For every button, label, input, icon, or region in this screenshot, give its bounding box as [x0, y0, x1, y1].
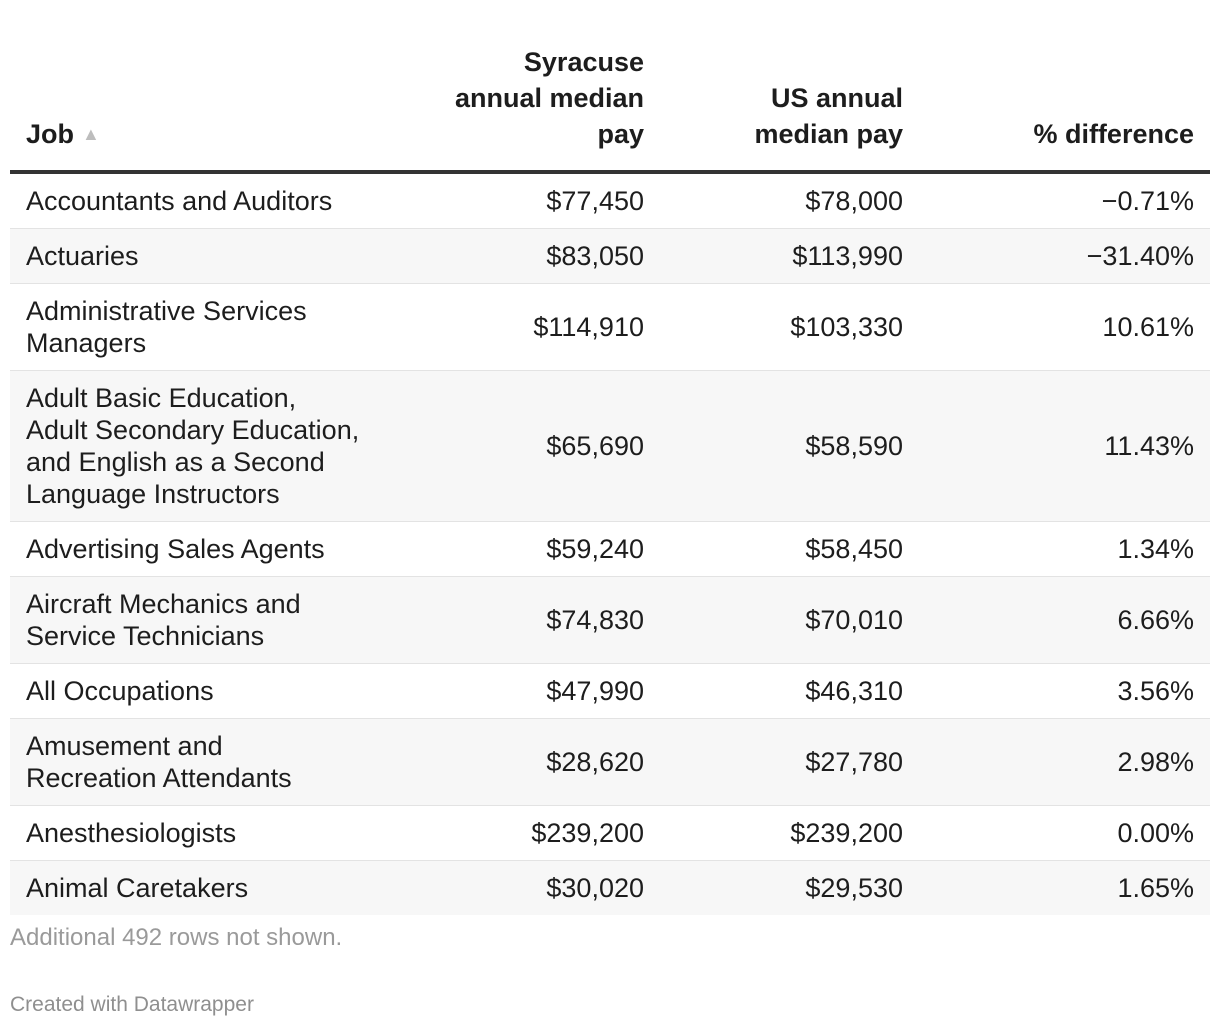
cell-syracuse-pay: $59,240 — [420, 521, 660, 577]
cell-percent-difference: 6.66% — [919, 576, 1210, 664]
cell-us-pay: $113,990 — [660, 228, 919, 284]
table-row: Administrative Services Managers $114,910 $… — [10, 283, 1210, 371]
table-row: Adult Basic Education, Adult Secondary Ed… — [10, 370, 1210, 522]
cell-syracuse-pay: $114,910 — [420, 283, 660, 371]
table-row: Actuaries $83,050 $113,990 −31.40% — [10, 228, 1210, 284]
cell-percent-difference: 11.43% — [919, 370, 1210, 522]
cell-percent-difference: 0.00% — [919, 805, 1210, 861]
column-header-us-pay[interactable]: US annual median pay — [660, 0, 919, 174]
cell-us-pay: $29,530 — [660, 860, 919, 915]
cell-job: Accountants and Auditors — [10, 172, 420, 229]
table-row: Accountants and Auditors $77,450 $78,000 −0… — [10, 172, 1210, 229]
cell-syracuse-pay: $74,830 — [420, 576, 660, 664]
cell-percent-difference: 2.98% — [919, 718, 1210, 806]
cell-syracuse-pay: $30,020 — [420, 860, 660, 915]
cell-job: Adult Basic Education, Adult Secondary Ed… — [10, 370, 420, 522]
table-body: Accountants and Auditors $77,450 $78,000 −0… — [10, 172, 1210, 915]
column-header-job-label: Job — [26, 119, 75, 149]
table-row: All Occupations $47,990 $46,310 3.56% — [10, 663, 1210, 719]
header-row: Job ▲ Syracuse annual median pay US annual m… — [10, 0, 1210, 174]
cell-percent-difference: 1.65% — [919, 860, 1210, 915]
cell-percent-difference: −31.40% — [919, 228, 1210, 284]
rows-not-shown-note: Additional 492 rows not shown. — [10, 924, 343, 951]
cell-us-pay: $27,780 — [660, 718, 919, 806]
table-row: Advertising Sales Agents $59,240 $58,450 1.… — [10, 521, 1210, 577]
datawrapper-credit: Created with Datawrapper — [10, 993, 254, 1016]
data-table-container: Job ▲ Syracuse annual median pay US annual m… — [10, 0, 1210, 915]
cell-us-pay: $78,000 — [660, 172, 919, 229]
cell-job: Advertising Sales Agents — [10, 521, 420, 577]
column-header-percent-difference[interactable]: % difference — [919, 0, 1210, 174]
table-row: Anesthesiologists $239,200 $239,200 0.00% — [10, 805, 1210, 861]
sort-ascending-icon[interactable]: ▲ — [82, 124, 100, 144]
cell-percent-difference: 1.34% — [919, 521, 1210, 577]
cell-job: Administrative Services Managers — [10, 283, 420, 371]
cell-job: Animal Caretakers — [10, 860, 420, 915]
cell-syracuse-pay: $83,050 — [420, 228, 660, 284]
cell-syracuse-pay: $65,690 — [420, 370, 660, 522]
table-row: Amusement and Recreation Attendants $28,62… — [10, 718, 1210, 806]
column-header-job[interactable]: Job ▲ — [10, 0, 420, 174]
cell-percent-difference: 10.61% — [919, 283, 1210, 371]
table-row: Animal Caretakers $30,020 $29,530 1.65% — [10, 860, 1210, 915]
cell-syracuse-pay: $77,450 — [420, 172, 660, 229]
cell-us-pay: $58,450 — [660, 521, 919, 577]
cell-us-pay: $103,330 — [660, 283, 919, 371]
cell-syracuse-pay: $47,990 — [420, 663, 660, 719]
cell-percent-difference: −0.71% — [919, 172, 1210, 229]
cell-job: Aircraft Mechanics and Service Technician… — [10, 576, 420, 664]
cell-job: Amusement and Recreation Attendants — [10, 718, 420, 806]
cell-percent-difference: 3.56% — [919, 663, 1210, 719]
column-header-syracuse-pay[interactable]: Syracuse annual median pay — [420, 0, 660, 174]
pay-comparison-table: Job ▲ Syracuse annual median pay US annual m… — [10, 0, 1210, 915]
table-row: Aircraft Mechanics and Service Technician… — [10, 576, 1210, 664]
table-header: Job ▲ Syracuse annual median pay US annual m… — [10, 0, 1210, 174]
cell-us-pay: $46,310 — [660, 663, 919, 719]
cell-syracuse-pay: $28,620 — [420, 718, 660, 806]
cell-syracuse-pay: $239,200 — [420, 805, 660, 861]
cell-job: Anesthesiologists — [10, 805, 420, 861]
cell-job: All Occupations — [10, 663, 420, 719]
cell-us-pay: $239,200 — [660, 805, 919, 861]
cell-us-pay: $70,010 — [660, 576, 919, 664]
cell-job: Actuaries — [10, 228, 420, 284]
cell-us-pay: $58,590 — [660, 370, 919, 522]
